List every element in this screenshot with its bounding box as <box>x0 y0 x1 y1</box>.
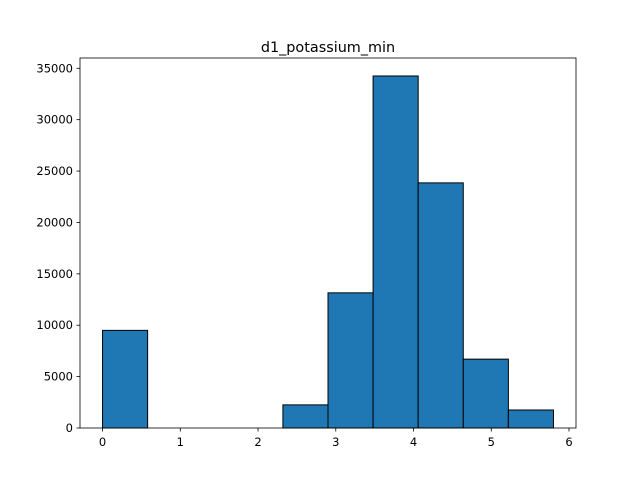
histogram-bar <box>507 409 554 429</box>
histogram-bar <box>282 404 329 429</box>
y-tick-label: 25000 <box>36 164 73 178</box>
histogram-bar <box>417 182 464 429</box>
y-tick-label: 30000 <box>36 113 73 127</box>
plot-frame <box>79 57 577 429</box>
y-tick-label: 5000 <box>44 370 73 384</box>
x-tick-label: 1 <box>177 435 184 449</box>
histogram-bar <box>102 329 149 429</box>
histogram-bar <box>372 75 419 429</box>
y-axis: 0 5000 10000 15000 20000 25000 30000 35000 <box>36 61 80 435</box>
x-tick-label: 2 <box>254 435 261 449</box>
x-tick-label: 5 <box>488 435 495 449</box>
x-axis: 0 1 2 3 4 5 6 <box>99 428 573 449</box>
x-tick-label: 6 <box>565 435 572 449</box>
x-tick-label: 3 <box>332 435 339 449</box>
histogram-bar <box>462 358 509 429</box>
y-tick-label: 20000 <box>36 215 73 229</box>
x-tick-label: 4 <box>410 435 417 449</box>
bars-group <box>102 75 554 429</box>
chart-title: d1_potassium_min <box>261 40 395 56</box>
y-tick-label: 0 <box>66 421 73 435</box>
y-tick-label: 35000 <box>36 61 73 75</box>
y-tick-label: 15000 <box>36 267 73 281</box>
x-tick-label: 0 <box>99 435 106 449</box>
y-tick-label: 10000 <box>36 318 73 332</box>
histogram-bar <box>327 292 374 429</box>
